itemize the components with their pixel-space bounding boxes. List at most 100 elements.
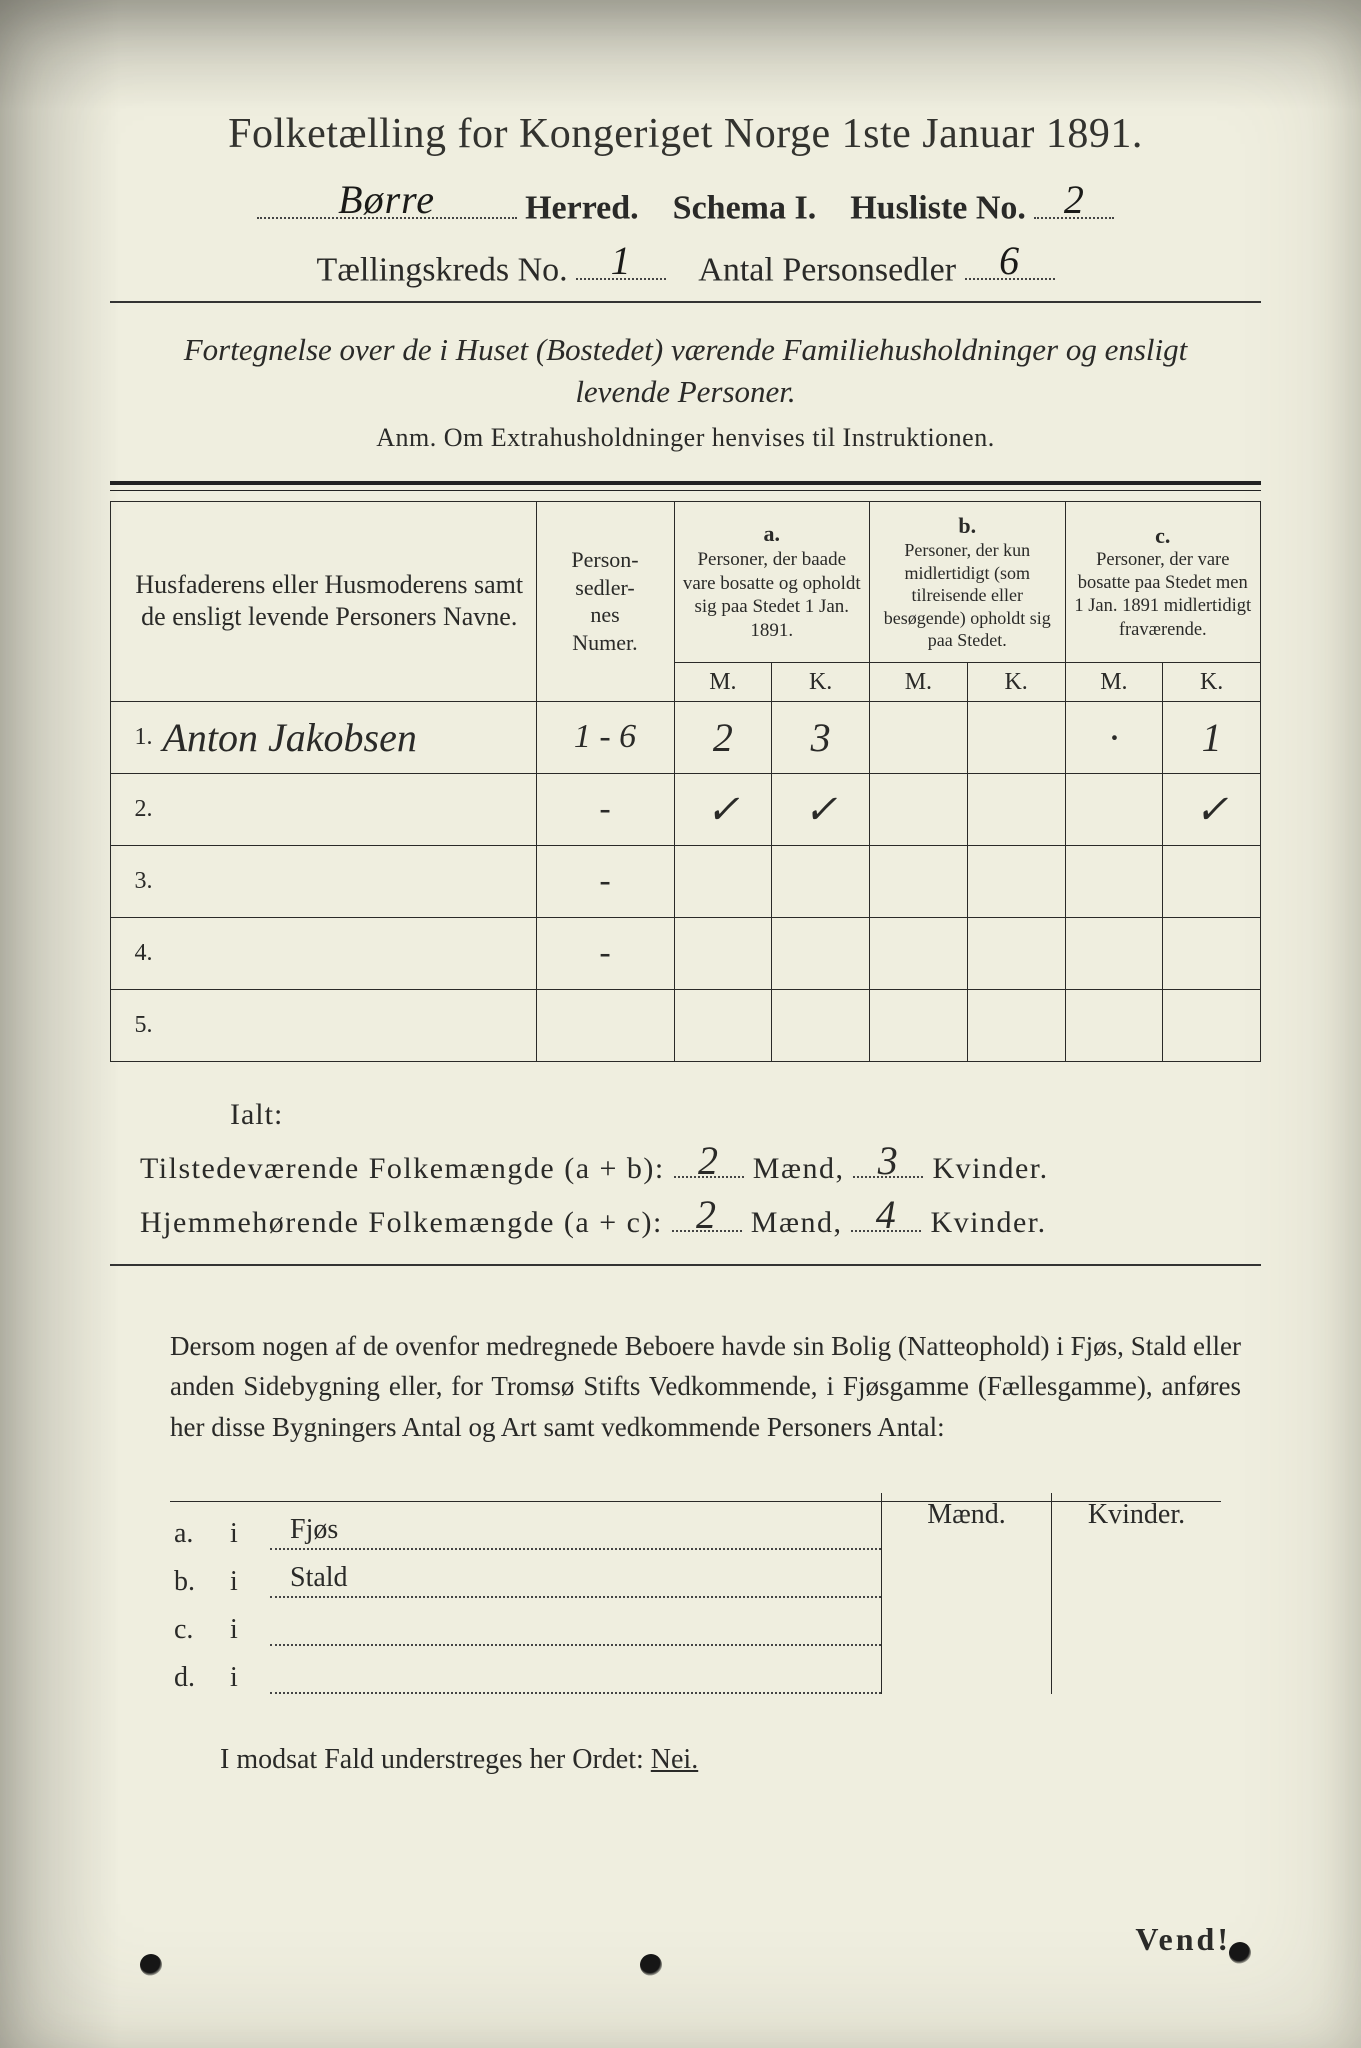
row-aK [772,845,870,917]
census-form-page: Folketælling for Kongeriget Norge 1ste J… [0,0,1361,2048]
totals-line-2-label: Hjemmehørende Folkemængde (a + c): [140,1206,663,1239]
row-cK: 1 [1163,701,1261,773]
col-a-text: Personer, der baade vare bosatte og opho… [681,548,864,643]
col-c-text: Personer, der vare bosatte paa Stedet me… [1072,549,1255,642]
outbuilding-row: b.iStald [170,1550,1221,1598]
husliste-label: Husliste No. [850,190,1026,227]
table-row: 2.-✓✓✓ [111,773,1261,845]
totals-line-2-m: 2 [672,1191,742,1238]
col-c-k: K. [1163,662,1261,701]
totals-line-1: Tilstedeværende Folkemængde (a + b): 2 M… [140,1142,1261,1186]
outb-place [270,1646,881,1694]
outb-k-cell [1051,1646,1221,1694]
husliste-value: 2 [1034,176,1114,223]
row-bK [967,917,1065,989]
outb-m-cell [881,1550,1051,1598]
kreds-value: 1 [576,237,666,284]
row-aM: 2 [674,701,772,773]
outb-head-m: Mænd. [881,1493,1051,1537]
ialt-label: Ialt: [230,1098,1261,1132]
antal-label: Antal Personsedler [698,251,956,288]
row-bK [967,773,1065,845]
row-bM [870,989,968,1061]
kreds-label: Tællingskreds No. [316,251,567,288]
row-bK [967,989,1065,1061]
row-cM [1065,773,1163,845]
col-b-m: M. [870,662,968,701]
row-name [157,989,537,1061]
row-cK [1163,845,1261,917]
final-line: I modsat Fald understreges her Ordet: Ne… [220,1744,1261,1776]
row-bM [870,845,968,917]
outb-i: i [230,1566,270,1598]
final-nei: Nei. [651,1744,698,1775]
herred-value: Børre [257,176,517,223]
row-aK [772,989,870,1061]
anm-note: Anm. Om Extrahusholdninger henvises til … [110,423,1261,453]
col-b: b. Personer, der kun midlertidigt (som t… [870,501,1066,662]
row-name [157,773,537,845]
header-line-2: Tællingskreds No. 1 Antal Personsedler 6 [110,238,1261,290]
row-aK [772,917,870,989]
table-row: 3. - [111,845,1261,917]
vend-label: Vend! [1135,1921,1231,1958]
outbuildings-head: Mænd. Kvinder. [881,1493,1221,1537]
totals-line-2: Hjemmehørende Folkemængde (a + c): 2 Mæn… [140,1196,1261,1240]
punch-hole-icon [140,1954,162,1976]
col-names: Husfaderens eller Husmoderens samt de en… [111,501,537,701]
outb-place [270,1598,881,1646]
row-number: 5. [111,989,157,1061]
table-row: 4.- [111,917,1261,989]
punch-hole-icon [1229,1942,1251,1964]
row-number: 3. [111,845,157,917]
outb-label: d. [170,1662,230,1694]
outbuilding-row: d.i [170,1646,1221,1694]
rule [110,301,1261,303]
rule [110,1264,1261,1266]
row-aK: 3 [772,701,870,773]
totals-line-2-k: 4 [851,1191,921,1238]
maend-label-2: Mænd, [751,1206,843,1239]
outb-i: i [230,1662,270,1694]
col-a-label: a. [681,520,864,548]
row-name [157,845,537,917]
col-c-label: c. [1072,522,1255,550]
antal-value: 6 [965,237,1055,284]
outb-k-cell [1051,1598,1221,1646]
col-b-label: b. [876,512,1059,540]
row-number: 4. [111,917,157,989]
punch-hole-icon [640,1954,662,1976]
kvinder-label: Kvinder. [932,1152,1048,1185]
row-number: 2. [111,773,157,845]
outbuilding-row: c.i [170,1598,1221,1646]
row-cM [1065,917,1163,989]
row-numer: 1 - 6 [536,701,674,773]
row-name: Anton Jakobsen [157,701,537,773]
col-b-k: K. [967,662,1065,701]
schema-label: Schema I. [673,190,817,227]
row-cK [1163,989,1261,1061]
row-aM: ✓ [674,773,772,845]
outb-k-cell [1051,1550,1221,1598]
row-cM: · [1065,701,1163,773]
totals-line-1-k: 3 [853,1137,923,1184]
outb-head-k: Kvinder. [1051,1493,1221,1537]
census-table: Husfaderens eller Husmoderens samt de en… [110,501,1261,1062]
row-number: 1. [111,701,157,773]
row-cK [1163,917,1261,989]
totals-line-1-m: 2 [674,1137,744,1184]
row-numer: - [536,773,674,845]
row-bM [870,917,968,989]
row-aK: ✓ [772,773,870,845]
row-aM [674,989,772,1061]
herred-label: Herred. [525,190,639,227]
col-a-k: K. [772,662,870,701]
col-a-m: M. [674,662,772,701]
row-numer: - [536,845,674,917]
outb-place: Fjøs [270,1502,881,1550]
row-bM [870,773,968,845]
row-cM [1065,845,1163,917]
col-c: c. Personer, der vare bosatte paa Stedet… [1065,501,1261,662]
row-aM [674,917,772,989]
outb-label: a. [170,1518,230,1550]
